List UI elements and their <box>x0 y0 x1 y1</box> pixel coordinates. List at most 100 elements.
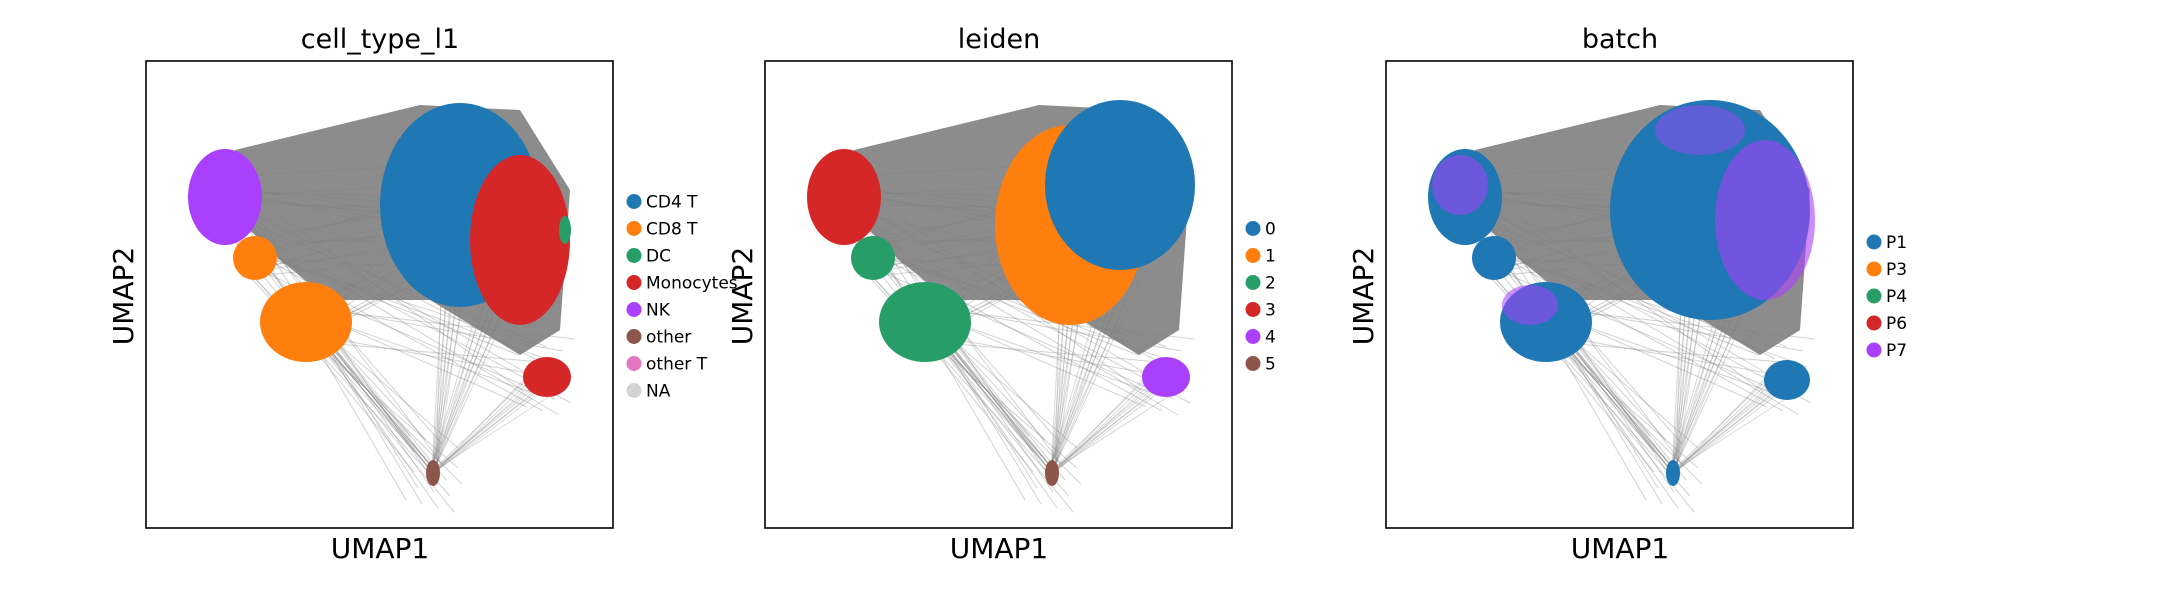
legend-label: P3 <box>1886 260 1907 280</box>
graph-edge <box>1495 251 1760 356</box>
graph-edge <box>935 315 1159 396</box>
graph-edge <box>874 251 1139 356</box>
legend: CD4 T CD8 T DC Monocytes NK other other T NA <box>626 193 738 402</box>
legend-label: NK <box>646 301 671 321</box>
cluster-monocytes-small <box>523 357 571 397</box>
graph-edge <box>1669 386 1773 474</box>
cluster-nk <box>188 149 262 245</box>
legend-marker <box>626 221 642 236</box>
legend: P1 P3 P4 P6 P7 <box>1866 233 1907 361</box>
graph-edge <box>1561 326 1674 469</box>
legend-label: DC <box>646 247 671 267</box>
legend-label: P6 <box>1886 314 1907 334</box>
graph-edge <box>1467 178 1764 392</box>
graph-edge <box>1455 210 1800 416</box>
cluster-blobs <box>188 103 571 486</box>
legend-label: CD4 T <box>646 193 698 213</box>
cluster-dc <box>559 216 571 244</box>
graph-edge <box>868 247 1187 368</box>
graph-edge <box>1049 244 1154 469</box>
graph-edge <box>321 326 434 469</box>
legend-marker <box>626 194 642 209</box>
graph-edge <box>834 210 1179 416</box>
cluster-batch-bridge <box>1472 236 1516 280</box>
legend-label: Monocytes <box>646 274 738 294</box>
plot-frame <box>145 60 614 529</box>
y-axis-label: UMAP2 <box>726 247 759 346</box>
legend-marker <box>1245 275 1261 290</box>
legend-label: 1 <box>1265 247 1276 267</box>
graph-edge <box>433 366 537 474</box>
graph-edge <box>1053 244 1158 469</box>
legend-marker <box>1866 234 1882 250</box>
graph-edge <box>880 255 1151 344</box>
legend-label: P7 <box>1886 341 1907 361</box>
y-axis-label: UMAP2 <box>107 247 140 346</box>
legend-marker <box>626 383 642 398</box>
panel-title: cell_type_l1 <box>301 24 459 55</box>
graph-edge <box>1048 366 1160 474</box>
cluster-0 <box>1045 100 1195 270</box>
graph-edge <box>1673 366 1777 474</box>
panel-batch: batch UMAP1 UMAP2 P1 P3 P4 P6 P7 <box>1347 24 1907 565</box>
graph-edge <box>215 210 560 416</box>
cluster-4 <box>1142 357 1190 397</box>
graph-edge <box>828 206 1167 348</box>
plot-frame <box>1385 60 1854 529</box>
graph-edge <box>938 322 1066 481</box>
legend-marker <box>626 248 642 263</box>
graph-edge <box>316 315 540 396</box>
legend-marker <box>1866 288 1882 304</box>
graph-edge <box>1467 198 1764 372</box>
legend-label: 2 <box>1265 274 1276 294</box>
graph-edge <box>433 386 529 474</box>
legend-label: CD8 T <box>646 220 698 240</box>
graph-edge <box>319 322 447 481</box>
graph-edge <box>1669 386 1805 474</box>
graph-edge <box>255 251 520 356</box>
panel-cell-type: cell_type_l1 UMAP1 UMAP2 CD4 T CD8 T DC Mon… <box>107 24 738 565</box>
graph-edge <box>1461 214 1812 404</box>
graph-edge <box>1052 386 1148 474</box>
graph-edge <box>429 376 549 474</box>
graph-edge <box>1048 386 1184 474</box>
cluster-2-bridge <box>851 236 895 280</box>
legend-marker <box>1245 248 1261 263</box>
y-axis-label: UMAP2 <box>1347 247 1380 346</box>
legend-marker <box>1245 329 1261 344</box>
graph-edge <box>1489 247 1808 368</box>
graph-edge <box>1673 386 1769 474</box>
legend-label: NA <box>646 382 671 402</box>
legend-marker <box>626 356 642 371</box>
cluster-batch-e <box>1666 460 1680 486</box>
graph-edge <box>429 386 565 474</box>
legend-marker <box>1866 315 1882 331</box>
cluster-batch-a-overlay <box>1432 155 1488 215</box>
graph-edge <box>1048 386 1152 474</box>
cluster-cd8 <box>260 282 352 362</box>
cluster-batch-b-overlay <box>1502 285 1558 325</box>
graph-edge <box>1501 255 1772 344</box>
x-axis-label: UMAP1 <box>331 532 430 565</box>
graph-edge <box>852 202 1155 360</box>
graph-edge <box>1669 376 1789 474</box>
legend-label: 3 <box>1265 301 1276 321</box>
graph-edge <box>846 198 1143 372</box>
graph-edge <box>935 335 1159 376</box>
cluster-3 <box>807 149 881 245</box>
graph-edge <box>1052 366 1156 474</box>
x-axis-label: UMAP1 <box>950 532 1049 565</box>
legend-marker <box>626 302 642 317</box>
legend-marker <box>626 329 642 344</box>
graph-edge <box>227 178 524 392</box>
graph-edge <box>1556 315 1780 396</box>
cluster-batch-c-overlay <box>1715 140 1815 300</box>
legend-marker <box>1866 342 1882 358</box>
graph-edge <box>1053 244 1150 469</box>
graph-edge <box>227 198 524 372</box>
legend-label: other T <box>646 355 708 375</box>
graph-edge <box>1473 202 1776 360</box>
legend-label: 4 <box>1265 328 1276 348</box>
graph-edge <box>249 247 568 368</box>
